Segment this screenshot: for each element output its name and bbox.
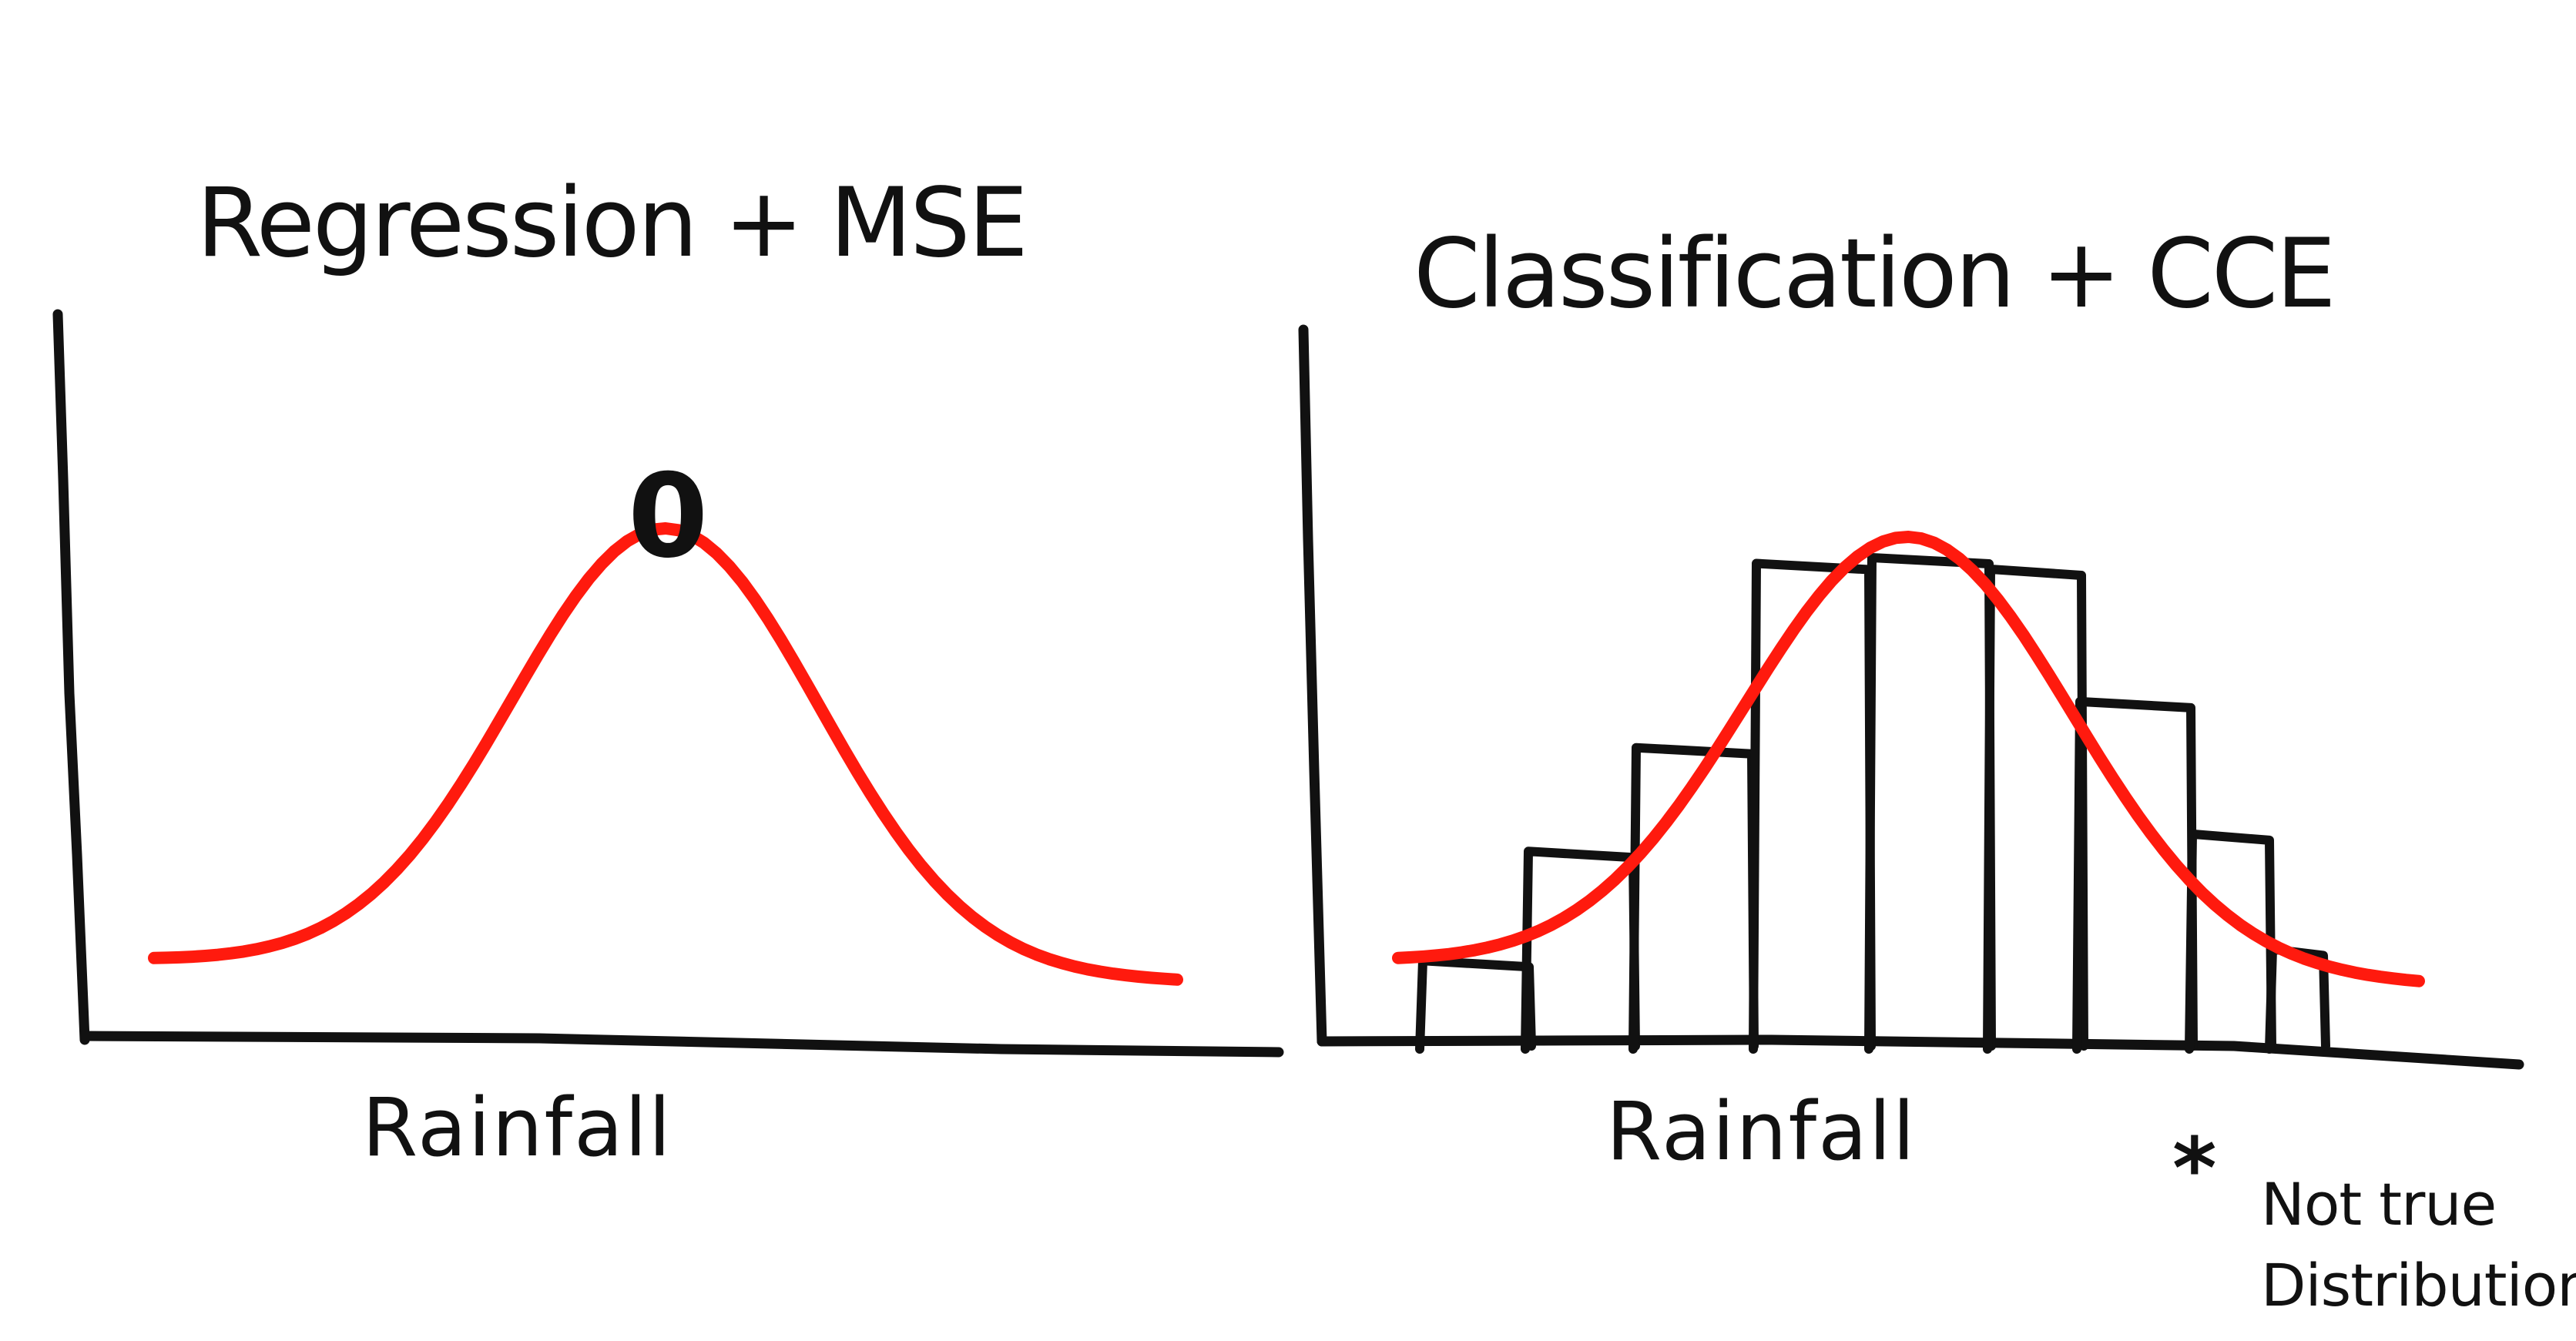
right-y-axis [1298, 324, 1327, 1047]
right-panel-title: Classification + CCE [1414, 219, 2334, 330]
footnote-line-2: Distribution [2261, 1251, 2576, 1319]
histogram-bar [1983, 565, 2088, 1054]
histogram-bar [1864, 553, 1996, 1054]
left-peak-marker: 0 [628, 450, 708, 584]
histogram-bars [1415, 553, 2330, 1054]
left-panel-title: Regression + MSE [196, 168, 1026, 279]
histogram-bar [1749, 558, 1876, 1054]
left-y-axis [52, 309, 90, 1045]
left-x-label: Rainfall [362, 1081, 673, 1175]
left-bell-curve [148, 522, 1183, 986]
right-panel: Classification + CCE Rainfall [1298, 219, 2524, 1178]
right-bell-curve [1392, 531, 2425, 987]
left-panel: Regression + MSE 0 Rainfall [52, 168, 1284, 1175]
footnote-star: * [2172, 1119, 2217, 1218]
right-x-label: Rainfall [1606, 1085, 1917, 1178]
left-x-axis [79, 1031, 1284, 1058]
footnote: * Not true Distribution [2172, 1119, 2576, 1319]
footnote-line-1: Not true [2261, 1170, 2496, 1239]
right-x-axis [1317, 1034, 2524, 1070]
